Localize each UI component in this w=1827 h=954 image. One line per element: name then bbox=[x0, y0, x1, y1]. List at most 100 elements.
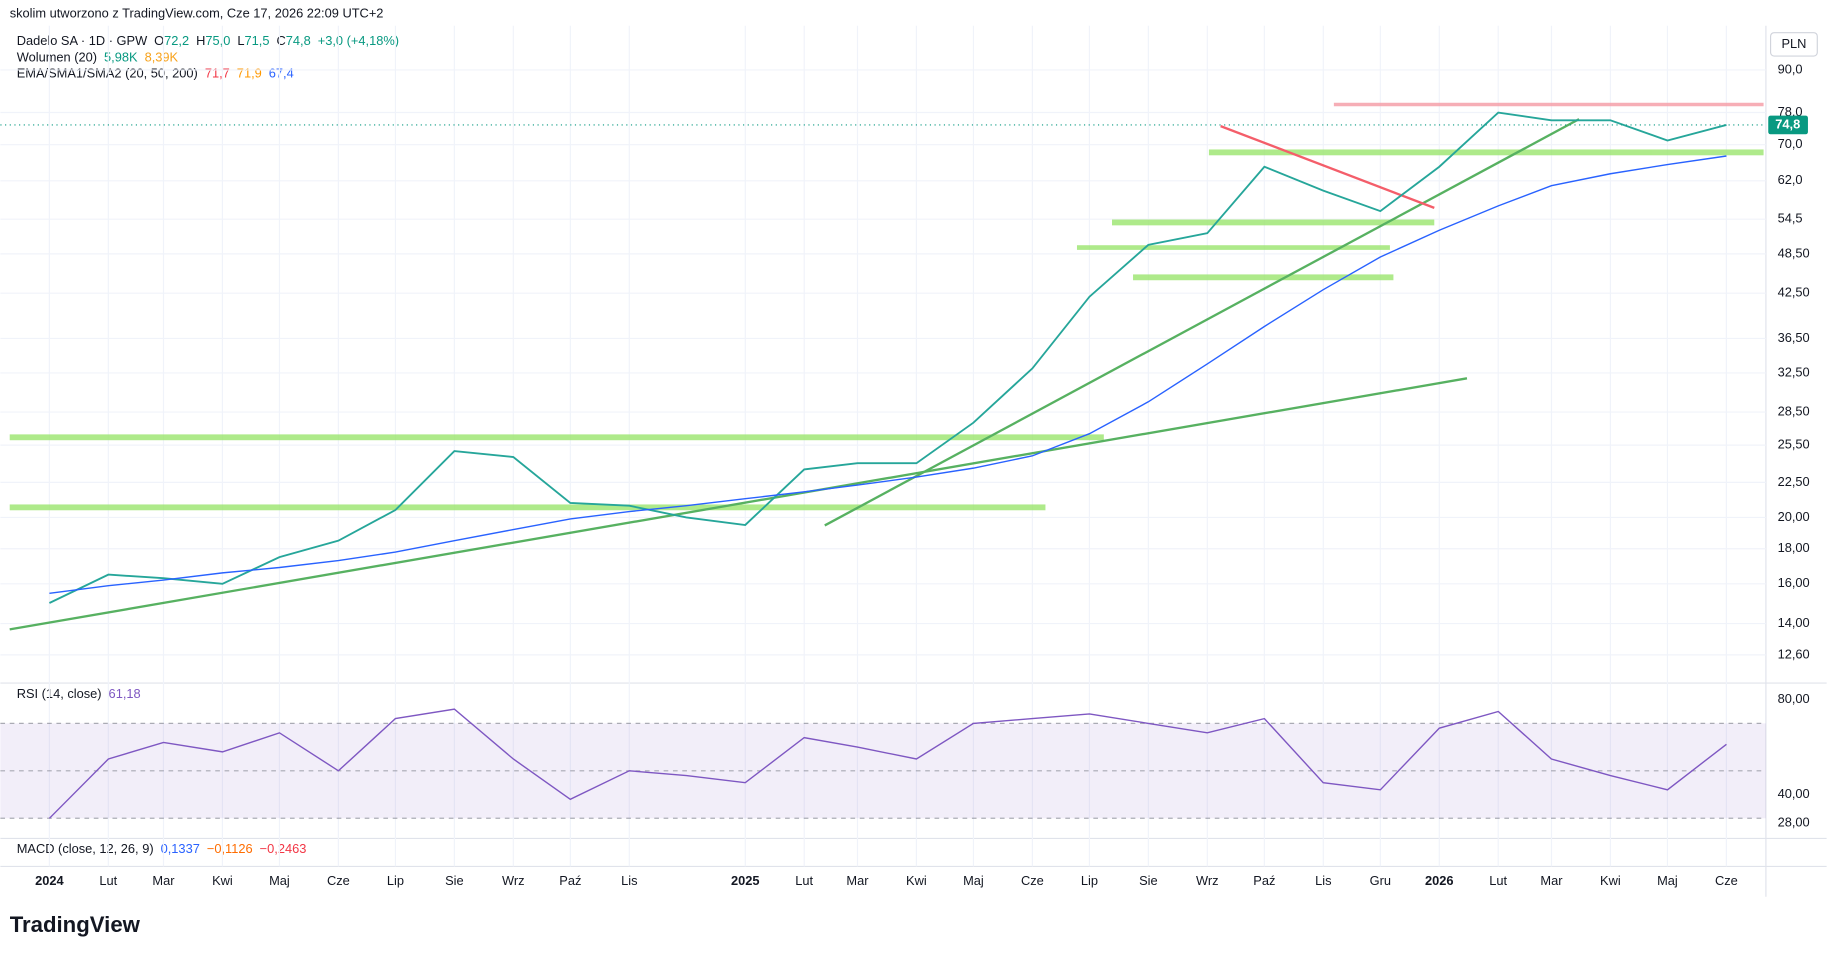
last-price-label: 74,8 bbox=[1775, 116, 1800, 131]
instrument: Dadelo SA · 1D · GPW bbox=[17, 33, 148, 48]
volume-label: Wolumen (20) bbox=[17, 50, 97, 65]
change: +3,0 (+4,18%) bbox=[318, 33, 399, 48]
rsi-label: RSI (14, close) bbox=[17, 686, 102, 701]
y-tick-label: 70,0 bbox=[1778, 136, 1803, 151]
macd-label: MACD (close, 12, 26, 9) bbox=[17, 841, 154, 856]
x-tick-label: Lut bbox=[795, 873, 813, 888]
series-line bbox=[49, 111, 1727, 604]
x-tick-label: Lip bbox=[387, 873, 404, 888]
x-tick-label: Lut bbox=[1489, 873, 1507, 888]
y-tick-label: 54,5 bbox=[1778, 211, 1803, 226]
trend-line bbox=[9, 377, 1468, 631]
ma-label: EMA/SMA1/SMA2 (20, 50, 200) bbox=[17, 66, 198, 81]
legend-macd: MACD (close, 12, 26, 9) 0,1337 −0,1126 −0,2… bbox=[17, 841, 307, 856]
x-tick-label: Lut bbox=[99, 873, 117, 888]
trend-line bbox=[824, 118, 1580, 527]
y-tick-label: 42,50 bbox=[1778, 285, 1810, 300]
ohlc-value: 75,0 bbox=[205, 33, 230, 48]
rsi-value: 61,18 bbox=[109, 686, 141, 701]
zone bbox=[1208, 149, 1764, 156]
macd-value: 0,1337 bbox=[161, 841, 200, 856]
y-tick-label: 62,0 bbox=[1778, 172, 1803, 187]
x-tick-label: Lip bbox=[1081, 873, 1098, 888]
legend-ma: EMA/SMA1/SMA2 (20, 50, 200) 71,7 71,9 67,4 bbox=[17, 66, 294, 81]
x-tick-label: Lis bbox=[1315, 873, 1331, 888]
ma-value: 67,4 bbox=[269, 66, 294, 81]
x-tick-label: Sie bbox=[1139, 873, 1158, 888]
y-tick-label: 32,50 bbox=[1778, 364, 1810, 379]
legend-rsi: RSI (14, close) 61,18 bbox=[17, 686, 141, 701]
x-tick-label: Kwi bbox=[212, 873, 233, 888]
y-tick-label: 28,00 bbox=[1778, 814, 1810, 829]
x-tick-label: Mar bbox=[152, 873, 175, 888]
ohlc-label: L bbox=[237, 33, 244, 48]
currency-button[interactable] bbox=[1769, 32, 1818, 57]
x-tick-label: Mar bbox=[1540, 873, 1563, 888]
ohlc-value: 74,8 bbox=[286, 33, 311, 48]
y-tick-label: 80,00 bbox=[1778, 691, 1810, 706]
y-tick-label: 36,50 bbox=[1778, 330, 1810, 345]
volume-value: 5,98K bbox=[104, 50, 138, 65]
x-tick-label: Mar bbox=[846, 873, 869, 888]
currency[interactable]: PLN bbox=[1781, 36, 1806, 51]
x-tick-label: Gru bbox=[1370, 873, 1391, 888]
drawings bbox=[9, 102, 1764, 631]
ma-value: 71,9 bbox=[237, 66, 262, 81]
series-line bbox=[49, 155, 1727, 594]
legend-volume: Wolumen (20) 5,98K 8,39K bbox=[17, 50, 179, 65]
x-tick-label: Maj bbox=[963, 873, 984, 888]
x-tick-label: Cze bbox=[1021, 873, 1044, 888]
zone bbox=[1076, 245, 1390, 250]
ohlc-value: 72,2 bbox=[164, 33, 189, 48]
ma-value: 71,7 bbox=[205, 66, 230, 81]
x-tick-label: Paź bbox=[559, 873, 581, 888]
x-tick-label: Sie bbox=[445, 873, 464, 888]
logo[interactable]: TradingView bbox=[10, 912, 141, 937]
y-tick-label: 28,50 bbox=[1778, 403, 1810, 418]
zone bbox=[1333, 102, 1764, 107]
x-tick-label: Maj bbox=[269, 873, 290, 888]
volume-value: 8,39K bbox=[145, 50, 179, 65]
last-price-tag bbox=[1768, 115, 1808, 135]
y-tick-label: 14,00 bbox=[1778, 615, 1810, 630]
series-line bbox=[48, 708, 1727, 819]
rsi-band bbox=[0, 723, 1766, 819]
legend-main: Dadelo SA · 1D · GPW O72,2 H75,0 L71,5 C74,8… bbox=[17, 33, 399, 48]
trend-line bbox=[1220, 125, 1435, 209]
y-tick-label: 22,50 bbox=[1778, 474, 1810, 489]
y-tick-label: 90,0 bbox=[1778, 61, 1803, 76]
y-tick-label: 12,60 bbox=[1778, 646, 1810, 661]
x-tick-label: 2024 bbox=[35, 873, 64, 888]
x-tick-label: Wrz bbox=[502, 873, 525, 888]
y-tick-label: 25,50 bbox=[1778, 437, 1810, 452]
x-tick-label: Cze bbox=[1715, 873, 1738, 888]
x-tick-label: Paź bbox=[1253, 873, 1275, 888]
zone bbox=[9, 504, 1046, 511]
y-tick-label: 40,00 bbox=[1778, 786, 1810, 801]
x-tick-label: Cze bbox=[327, 873, 350, 888]
x-tick-label: 2025 bbox=[731, 873, 760, 888]
y-tick-label: 16,00 bbox=[1778, 575, 1810, 590]
x-tick-label: 2026 bbox=[1425, 873, 1454, 888]
zone bbox=[1133, 274, 1394, 281]
ohlc-value: 71,5 bbox=[245, 33, 270, 48]
zone bbox=[1112, 219, 1435, 226]
zone bbox=[9, 434, 1104, 441]
ohlc-label: H bbox=[196, 33, 205, 48]
y-tick-label: 78,0 bbox=[1778, 104, 1803, 119]
y-tick-label: 20,00 bbox=[1778, 509, 1810, 524]
x-tick-label: Lis bbox=[621, 873, 637, 888]
macd-value: −0,1126 bbox=[207, 841, 253, 856]
y-tick-label: 18,00 bbox=[1778, 540, 1810, 555]
ohlc-label: C bbox=[277, 33, 286, 48]
x-tick-label: Wrz bbox=[1196, 873, 1219, 888]
x-tick-label: Kwi bbox=[1600, 873, 1621, 888]
caption: skolim utworzono z TradingView.com, Cze … bbox=[10, 5, 384, 20]
macd-value: −0,2463 bbox=[260, 841, 307, 856]
grid bbox=[0, 25, 1766, 867]
ohlc-label: O bbox=[154, 33, 164, 48]
x-tick-label: Kwi bbox=[906, 873, 927, 888]
y-tick-label: 48,50 bbox=[1778, 245, 1810, 260]
x-tick-label: Maj bbox=[1657, 873, 1678, 888]
